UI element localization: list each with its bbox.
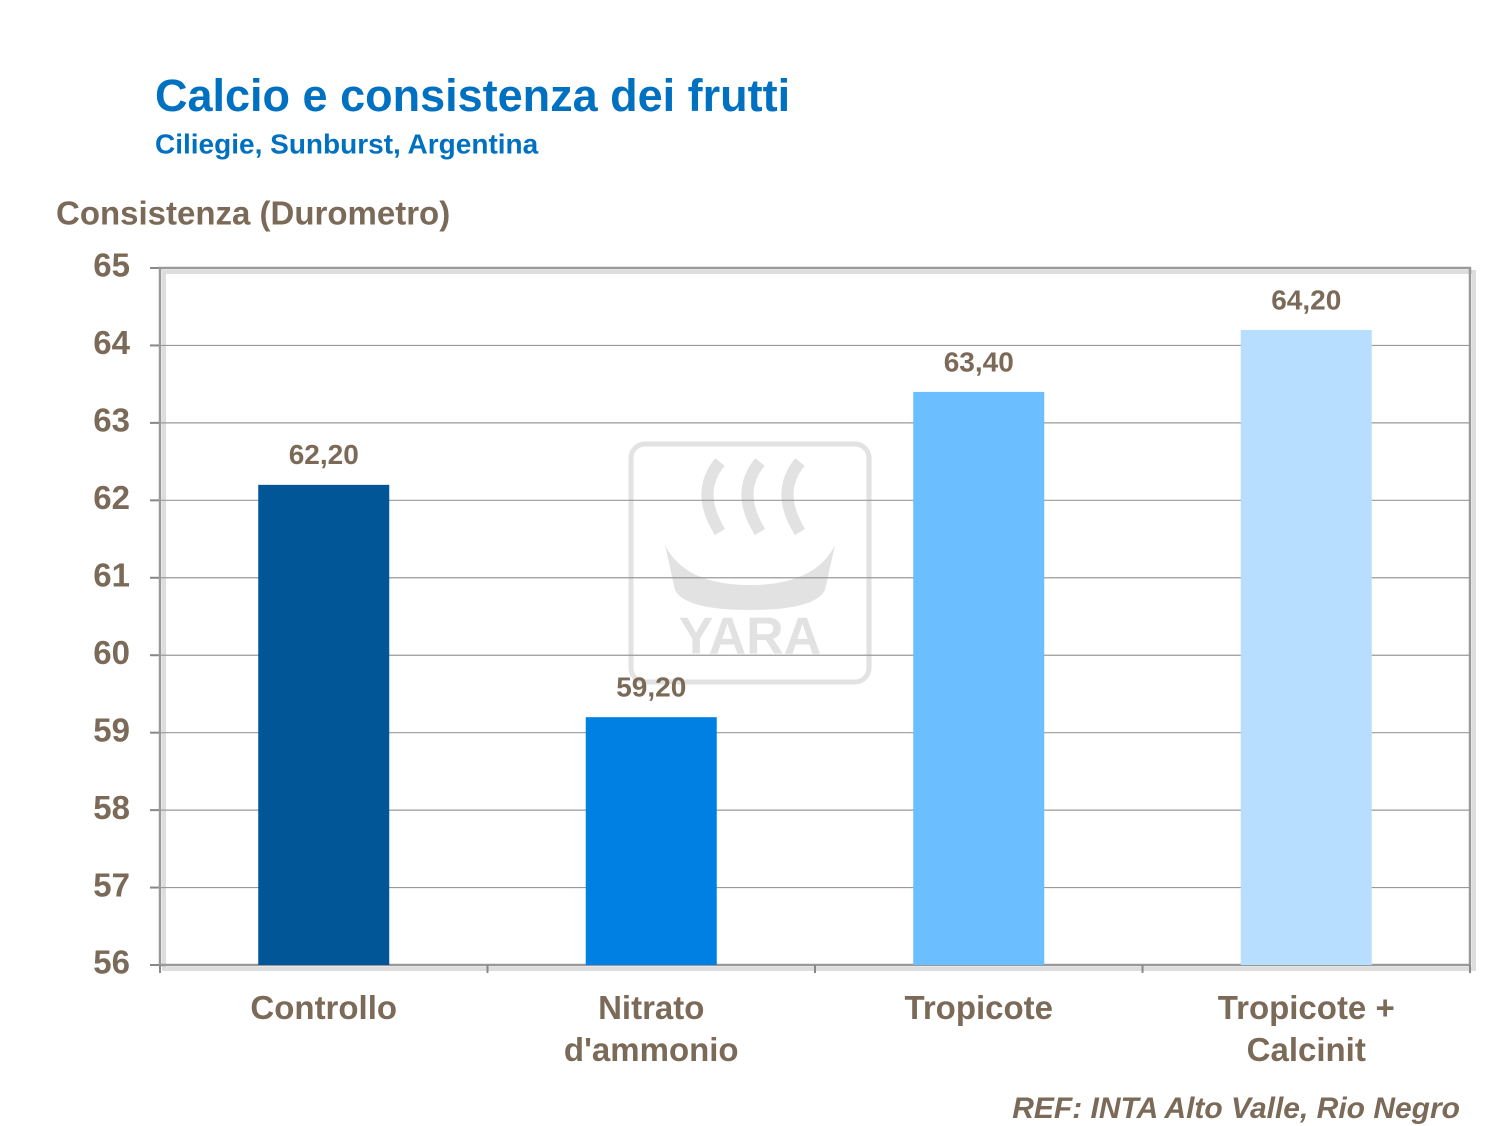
y-tick-label: 58: [93, 789, 130, 826]
y-tick-label: 59: [93, 711, 130, 748]
value-label: 64,20: [1271, 284, 1341, 315]
plot-shadow: [162, 270, 1476, 971]
x-tick-label: Nitrato d'ammonio: [563, 989, 739, 1068]
watermark-text: YARA: [679, 608, 822, 666]
x-tick-label: Controllo: [250, 989, 398, 1026]
y-tick-label: 57: [93, 866, 130, 903]
bar: [258, 484, 390, 965]
y-tick-label: 65: [93, 247, 130, 284]
bar: [913, 391, 1045, 965]
bar: [585, 717, 717, 965]
y-tick-label: 64: [93, 324, 130, 361]
chart-title: Calcio e consistenza dei frutti: [155, 70, 790, 121]
watermark-logo: YARA: [628, 441, 872, 685]
value-label: 62,20: [289, 439, 359, 470]
x-tick-label: Tropicote: [904, 989, 1054, 1026]
value-label: 59,20: [616, 672, 686, 703]
source-note: REF: INTA Alto Valle, Rio Negro: [1012, 1092, 1460, 1125]
y-tick-label: 60: [93, 634, 130, 671]
logo-ship: [665, 545, 835, 610]
x-tick-label: Tropicote + Calcinit: [1217, 989, 1395, 1068]
chart-subtitle: Ciliegie, Sunburst, Argentina: [155, 128, 539, 159]
y-tick-label: 61: [93, 556, 130, 593]
logo-frame: [628, 441, 872, 685]
y-tick-label: 62: [93, 479, 130, 516]
y-axis-label: Consistenza (Durometro): [56, 195, 450, 232]
bar: [1240, 329, 1372, 965]
y-tick-label: 63: [93, 402, 130, 439]
value-label: 63,40: [944, 346, 1014, 377]
logo-sails: [701, 458, 806, 536]
y-tick-label: 56: [93, 944, 130, 981]
